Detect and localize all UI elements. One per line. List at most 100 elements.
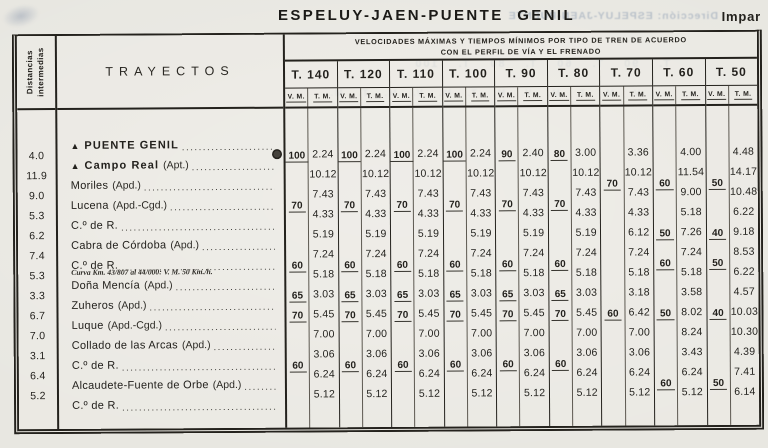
train-column-body: 100 70 60 65 70 60 2.24 10.12 7.43 4.33 5.19 7.24 5.… — [442, 107, 497, 427]
subheader-row: V. M. T. M. — [390, 87, 442, 108]
max-speed-value: 60 — [391, 255, 413, 273]
distance-value: 5.2 — [30, 390, 46, 403]
min-time-value: 8.24 — [681, 326, 703, 339]
vm-subheader: V. M. — [653, 86, 677, 105]
min-time-value: 5.18 — [680, 266, 703, 279]
dotted-leader: ........................................… — [213, 339, 276, 353]
vm-subheader: V. M. — [600, 86, 624, 105]
min-time-value: 6.24 — [313, 368, 335, 381]
min-time-value: 3.06 — [628, 346, 651, 359]
min-time-value: 3.58 — [681, 286, 703, 299]
min-time-value: 7.24 — [575, 246, 597, 259]
triangle-marker-icon: ▲ — [70, 160, 80, 171]
station-name: Luque — [71, 319, 104, 332]
tm-label: T. M. — [681, 90, 700, 100]
tm-label: T. M. — [628, 90, 648, 101]
vm-label: V. M. — [286, 92, 306, 103]
tm-subheader: T. M. — [413, 88, 441, 106]
distance-value: 6.4 — [30, 370, 46, 383]
min-time-value: 3.18 — [628, 286, 650, 299]
max-speed-value: 70 — [392, 305, 414, 323]
triangle-marker-icon: ▲ — [70, 140, 80, 151]
min-time-value: 5.19 — [575, 226, 597, 239]
vm-label: V. M. — [391, 92, 412, 102]
max-speed-value: 80 — [548, 144, 570, 162]
train-columns: T. 140 V. M. T. M. 100 70 60 65 70 60 2.24 10.12 7.… — [284, 58, 760, 428]
min-time-value: 4.33 — [575, 206, 597, 219]
tm-label: T. M. — [470, 91, 490, 101]
min-time-value: 10.30 — [730, 325, 759, 338]
vm-column: 100 70 60 65 70 60 — [285, 108, 311, 428]
train-column-body: 70 60 3.36 10.12 7.43 4.33 6.12 7.24 5.18 3.18 6.4… — [600, 106, 655, 426]
min-time-value: 6.12 — [628, 226, 650, 239]
train-column-body: 50 40 50 40 50 4.48 14.17 10.48 6.22 9.18 8.53 6.22… — [705, 105, 760, 426]
max-speed-value: 60 — [444, 355, 466, 373]
max-speed-value: 70 — [496, 194, 518, 212]
station-type: (Apd.-Cgd.) — [107, 319, 162, 332]
station-name: C.º de R. — [72, 399, 120, 412]
min-time-value: 7.00 — [313, 328, 335, 341]
min-time-value: 10.03 — [730, 305, 759, 318]
min-time-value: 7.24 — [680, 246, 703, 259]
min-time-value: 6.24 — [523, 367, 546, 380]
min-time-value: 6.14 — [734, 385, 756, 398]
tm-column: 2.24 10.12 7.43 4.33 5.19 7.24 5.18 3.03 5.45 7.0… — [466, 107, 496, 426]
min-time-value: 11.54 — [677, 166, 705, 179]
distance-value: 5.3 — [29, 210, 45, 223]
station-name: Alcaudete-Fuente de Orbe — [71, 379, 209, 392]
tm-column: 2.24 10.12 7.43 4.33 5.19 7.24 5.18 3.03 5.45 7.0… — [361, 108, 391, 427]
station-name: Cabra de Córdoba — [71, 239, 167, 252]
min-time-value: 7.00 — [523, 327, 545, 340]
tm-label: T. M. — [365, 92, 385, 102]
min-time-value: 5.18 — [680, 206, 702, 219]
min-time-value: 4.48 — [732, 145, 755, 158]
min-time-value: 8.53 — [733, 245, 755, 258]
distance-value: 3.3 — [29, 290, 46, 303]
min-time-value: 5.19 — [365, 228, 387, 241]
train-type-header: T. 80 — [547, 59, 600, 88]
train-column: T. 90 V. M. T. M. 90 70 60 65 70 60 2.40 10.12 7.43… — [495, 60, 551, 427]
min-time-value: 2.40 — [522, 147, 544, 160]
station-name: C.º de R. — [71, 359, 119, 372]
station-name: PUENTE GENIL — [84, 139, 179, 152]
min-time-value: 4.33 — [522, 207, 545, 220]
max-speed-value: 70 — [338, 195, 360, 213]
train-type-header: T. 140 — [284, 61, 337, 89]
min-time-value: 5.45 — [418, 307, 440, 320]
min-time-value: 3.36 — [627, 146, 649, 159]
min-time-value: 7.00 — [365, 328, 388, 341]
station-row: Luque (Apd.-Cgd.)........................… — [59, 315, 285, 336]
station-name: Doña Mencía — [71, 279, 141, 292]
tm-subheader: T. M. — [729, 86, 757, 104]
vm-subheader: V. M. — [285, 88, 309, 107]
train-column-body: 80 70 60 65 70 60 3.00 10.12 7.43 4.33 5.19 7.24 5.1… — [548, 106, 602, 427]
max-speed-value: 60 — [444, 255, 466, 273]
max-speed-value: 50 — [707, 253, 729, 271]
min-time-value: 3.00 — [575, 146, 597, 159]
train-column-body: 100 70 60 65 70 60 2.24 10.12 7.43 4.33 5.19 7.24 5.… — [337, 108, 392, 428]
min-time-value: 4.57 — [733, 285, 755, 298]
max-speed-value: 50 — [707, 373, 729, 391]
min-time-value: 6.24 — [471, 367, 493, 380]
min-time-value: 3.03 — [313, 288, 335, 301]
subheader-row: V. M. T. M. — [600, 86, 653, 107]
max-speed-value: 70 — [286, 305, 308, 323]
vm-column: 100 70 60 65 70 60 — [337, 108, 363, 428]
max-speed-value: 70 — [549, 304, 571, 322]
min-time-value: 6.24 — [366, 368, 388, 381]
subheader-row: V. M. T. M. — [653, 86, 705, 107]
min-time-value: 2.24 — [364, 148, 387, 161]
max-speed-value: 70 — [497, 304, 519, 322]
min-time-value: 5.12 — [576, 386, 598, 399]
vm-column: 60 50 60 50 60 — [653, 106, 679, 426]
min-time-value: 4.33 — [627, 206, 650, 219]
min-time-value: 10.12 — [467, 167, 495, 180]
max-speed-value: 65 — [497, 284, 519, 302]
train-column: T. 60 V. M. T. M. 60 50 60 50 60 4.00 11.54 9.00 5.… — [652, 59, 708, 426]
min-time-value: 6.24 — [681, 366, 703, 379]
dotted-leader: ........................................… — [164, 320, 276, 333]
dotted-leader: ........................................… — [181, 139, 275, 153]
station-row: Moriles (Apd.)...........................… — [58, 175, 284, 196]
min-time-value: 3.43 — [681, 346, 703, 359]
vm-label: V. M. — [339, 92, 359, 102]
